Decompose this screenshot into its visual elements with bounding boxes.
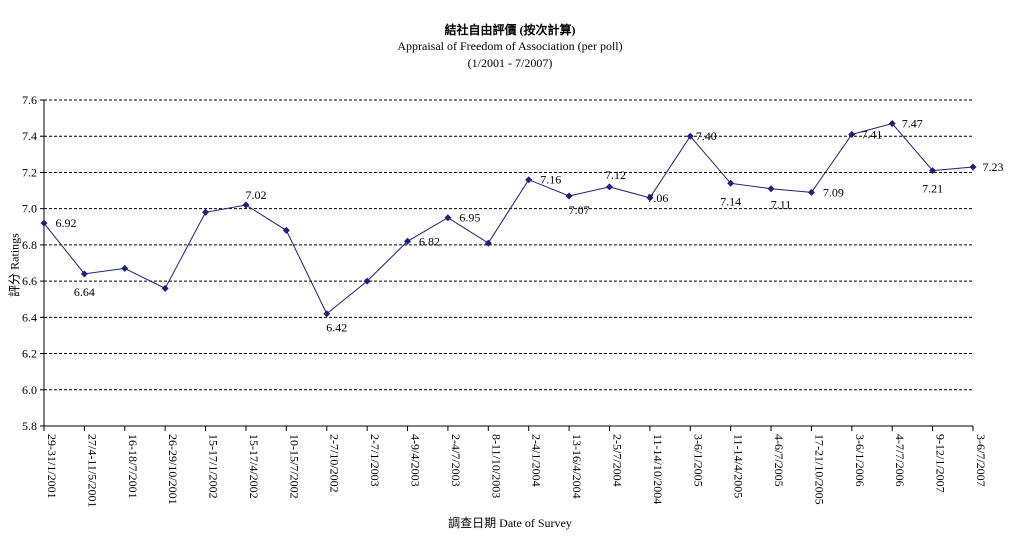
data-label: 6.95 bbox=[459, 211, 480, 225]
y-tick-label: 6.2 bbox=[22, 347, 37, 361]
x-tick-label: 17-21/10/2005 bbox=[812, 434, 826, 505]
x-tick-label: 8-11/10/2003 bbox=[489, 434, 503, 498]
data-point bbox=[161, 284, 169, 292]
data-point bbox=[444, 214, 452, 222]
y-axis-label: 評分 Ratings bbox=[7, 233, 22, 297]
x-tick-label: 29-31/1/2001 bbox=[45, 434, 59, 499]
x-tick-label: 27/4-11/5/2001 bbox=[85, 434, 99, 508]
x-tick-label: 26-29/10/2001 bbox=[166, 434, 180, 505]
data-point bbox=[40, 219, 48, 227]
x-tick-label: 15-17/4/2002 bbox=[247, 434, 261, 499]
x-tick-label: 11-14/4/2005 bbox=[732, 434, 746, 498]
data-point bbox=[121, 264, 129, 272]
x-tick-label: 2-7/1/2003 bbox=[368, 434, 382, 487]
y-tick-label: 5.8 bbox=[22, 419, 37, 433]
data-label: 7.23 bbox=[983, 160, 1004, 174]
y-tick-label: 7.0 bbox=[22, 202, 37, 216]
data-point bbox=[484, 239, 492, 247]
x-tick-label: 2-4/7/2003 bbox=[449, 434, 463, 487]
x-tick-label: 4-7/7/2006 bbox=[893, 434, 907, 487]
x-tick-label: 11-14/10/2004 bbox=[651, 434, 665, 504]
x-tick-label: 2-7/10/2002 bbox=[328, 434, 342, 493]
data-point bbox=[727, 179, 735, 187]
data-point bbox=[282, 226, 290, 234]
x-tick-label: 16-18/7/2001 bbox=[126, 434, 140, 499]
data-point bbox=[80, 270, 88, 278]
y-tick-label: 6.0 bbox=[22, 383, 37, 397]
x-tick-label: 4-9/4/2003 bbox=[409, 434, 423, 487]
data-label: 7.47 bbox=[902, 117, 923, 131]
y-tick-label: 7.6 bbox=[22, 93, 37, 107]
x-tick-label: 3-6/1/2006 bbox=[853, 434, 867, 487]
chart-title: 結社自由評價 (按次計算) bbox=[444, 23, 576, 37]
y-tick-label: 7.4 bbox=[22, 129, 37, 143]
data-label: 7.14 bbox=[720, 194, 741, 208]
data-label: 7.09 bbox=[823, 185, 844, 199]
data-point bbox=[767, 185, 775, 193]
data-point bbox=[242, 201, 250, 209]
y-tick-label: 7.2 bbox=[22, 165, 37, 179]
data-label: 7.21 bbox=[922, 182, 943, 196]
data-label: 6.42 bbox=[326, 321, 347, 335]
data-label: 7.41 bbox=[861, 127, 882, 141]
data-label: 7.06 bbox=[647, 191, 668, 205]
data-point bbox=[565, 192, 573, 200]
x-tick-label: 3-6/1/2005 bbox=[691, 434, 705, 487]
data-label: 7.40 bbox=[696, 129, 717, 143]
y-tick-label: 6.6 bbox=[22, 274, 37, 288]
y-tick-label: 6.8 bbox=[22, 238, 37, 252]
data-label: 7.07 bbox=[569, 203, 590, 217]
data-point bbox=[807, 188, 815, 196]
data-point bbox=[969, 163, 977, 171]
data-point bbox=[646, 194, 654, 202]
data-point bbox=[202, 208, 210, 216]
data-point bbox=[686, 132, 694, 140]
series-line bbox=[43, 122, 974, 315]
data-point bbox=[605, 183, 613, 191]
data-label: 6.64 bbox=[74, 285, 95, 299]
data-label: 7.11 bbox=[771, 198, 792, 212]
y-tick-label: 6.4 bbox=[22, 310, 37, 324]
data-point bbox=[363, 277, 371, 285]
x-tick-label: 2-5/7/2004 bbox=[610, 434, 624, 487]
data-label: 6.82 bbox=[419, 234, 440, 248]
data-label: 7.12 bbox=[605, 168, 626, 182]
data-point bbox=[323, 310, 331, 318]
data-point bbox=[929, 167, 937, 175]
x-tick-label: 10-15/7/2002 bbox=[287, 434, 301, 499]
data-label: 6.92 bbox=[56, 216, 77, 230]
data-label: 7.02 bbox=[245, 188, 266, 202]
chart-subtitle: Appraisal of Freedom of Association (per… bbox=[397, 39, 623, 53]
x-tick-label: 9-12/1/2007 bbox=[934, 434, 948, 493]
x-tick-label: 13-16/4/2004 bbox=[570, 434, 584, 499]
x-tick-label: 4-6/7/2005 bbox=[772, 434, 786, 487]
data-point bbox=[404, 237, 412, 245]
data-label: 7.16 bbox=[540, 173, 561, 187]
x-tick-label: 3-6/7/2007 bbox=[974, 434, 988, 487]
x-axis-label: 調查日期 Date of Survey bbox=[448, 516, 572, 530]
data-point bbox=[888, 120, 896, 128]
x-tick-label: 2-4/1/2004 bbox=[530, 434, 544, 487]
data-point bbox=[848, 130, 856, 138]
data-point bbox=[525, 176, 533, 184]
chart-date-range: (1/2001 - 7/2007) bbox=[467, 56, 553, 70]
x-tick-label: 15-17/1/2002 bbox=[207, 434, 221, 499]
